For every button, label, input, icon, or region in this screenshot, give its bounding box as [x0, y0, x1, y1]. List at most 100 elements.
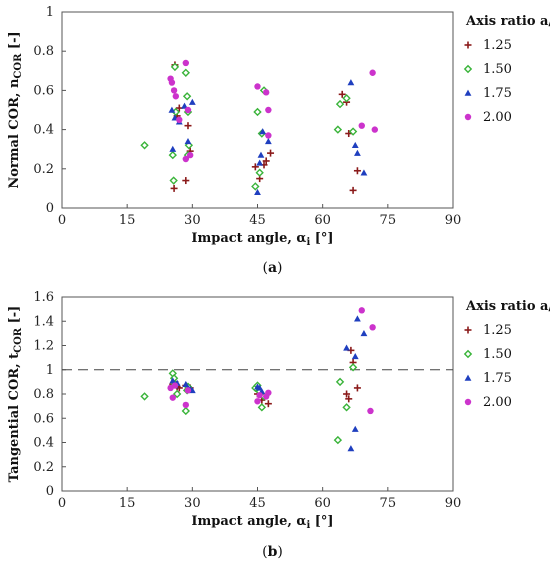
data-point — [184, 137, 192, 145]
data-point — [347, 79, 355, 86]
data-point — [172, 93, 180, 100]
x-tick-label: 60 — [314, 496, 331, 511]
data-point — [172, 389, 182, 399]
data-point — [182, 155, 190, 163]
data-point — [188, 98, 196, 105]
panel-caption: (b) — [262, 544, 283, 560]
data-point — [351, 141, 359, 148]
panel-caption-close: ) — [277, 544, 282, 560]
data-point — [264, 137, 272, 145]
y-axis-label-sub: COR — [13, 327, 24, 353]
x-axis-label-main: Impact angle, α — [191, 231, 306, 246]
panel-caption-letter: a — [268, 260, 277, 276]
data-point — [367, 407, 374, 415]
y-tick-label: 1.2 — [33, 339, 54, 354]
series-1.50 — [140, 363, 358, 445]
data-point — [265, 132, 272, 139]
y-tick-label: 0.4 — [33, 123, 54, 138]
data-point — [371, 126, 378, 133]
y-tick-label: 0 — [46, 201, 54, 216]
legend-label: 1.25 — [483, 323, 512, 338]
data-point — [354, 149, 361, 156]
data-point — [348, 363, 358, 372]
data-point — [335, 377, 345, 387]
y-axis-label-main: Normal COR, n — [7, 78, 22, 189]
legend-marker — [464, 89, 472, 96]
legend-marker — [463, 349, 473, 359]
legend-marker — [463, 64, 473, 74]
data-point — [265, 106, 272, 114]
x-tick-label: 30 — [184, 213, 201, 228]
y-axis-label-sub: COR — [13, 53, 24, 79]
data-point — [254, 188, 261, 196]
legend-label: 1.75 — [483, 371, 512, 386]
data-point — [169, 394, 176, 401]
data-point — [348, 127, 358, 136]
data-point — [181, 102, 188, 109]
y-axis-label-unit: [-] — [7, 31, 22, 53]
data-point — [140, 392, 149, 401]
data-point — [169, 145, 177, 152]
data-point — [265, 389, 272, 396]
data-point — [186, 151, 194, 159]
legend-marker — [464, 113, 472, 121]
data-point — [256, 159, 264, 166]
data-point — [184, 387, 192, 394]
y-tick-label: 0.8 — [33, 44, 54, 59]
x-tick-label: 45 — [249, 496, 266, 511]
data-point — [168, 79, 176, 86]
data-point — [184, 106, 192, 114]
data-point — [342, 403, 351, 412]
x-tick-label: 90 — [445, 213, 462, 228]
y-axis-label-main: Tangential COR, t — [7, 353, 22, 482]
x-axis-label-sub: i — [306, 520, 310, 531]
x-tick-label: 45 — [249, 213, 266, 228]
x-axis-label-main: Impact angle, α — [191, 514, 306, 529]
x-tick-label: 75 — [380, 496, 397, 511]
y-tick-label: 1 — [46, 363, 54, 378]
y-tick-label: 0.8 — [33, 387, 54, 402]
legend-label: 2.00 — [483, 395, 512, 410]
data-point — [351, 425, 359, 432]
data-point — [257, 403, 267, 412]
data-point — [351, 353, 359, 360]
x-tick-label: 0 — [58, 213, 66, 228]
data-point — [168, 106, 176, 113]
y-axis-label: Tangential COR, tCOR [-] — [7, 306, 24, 483]
y-tick-label: 0.6 — [33, 411, 54, 426]
y-axis-label-unit: [-] — [7, 306, 22, 328]
legend-label: 1.50 — [483, 62, 512, 77]
legend-title: Axis ratio a/b — [465, 14, 550, 29]
data-point — [343, 344, 350, 351]
legend: Axis ratio a/b 1.25 1.50 1.75 2.00 — [463, 299, 550, 410]
data-point — [342, 94, 351, 103]
data-point — [182, 59, 190, 67]
x-axis-label: Impact angle, αi [°] — [191, 514, 333, 531]
panel-caption-letter: b — [268, 544, 278, 560]
data-point — [168, 150, 177, 160]
data-point — [347, 445, 355, 452]
y-tick-label: 1.4 — [33, 314, 54, 329]
x-tick-label: 30 — [184, 496, 201, 511]
data-point — [253, 107, 262, 117]
x-axis-label-sub: i — [306, 237, 310, 248]
panel-caption-close: ) — [277, 260, 282, 276]
data-point — [171, 382, 179, 389]
data-point — [333, 125, 343, 134]
data-point — [254, 398, 261, 405]
chart-panel-a: 0 15 30 45 60 75 90 0 0.2 0.4 0.6 0.8 1 Impact angle,… — [7, 5, 550, 276]
x-axis-label-unit: [°] — [310, 514, 333, 529]
y-tick-label: 0.2 — [33, 162, 54, 177]
y-tick-label: 0.6 — [33, 83, 54, 98]
legend-title: Axis ratio a/b — [465, 299, 550, 314]
data-point — [170, 62, 180, 72]
data-point — [181, 68, 191, 77]
data-point — [181, 406, 191, 416]
legend-marker — [464, 398, 472, 406]
series-1.25 — [170, 61, 361, 194]
x-axis-label: Impact angle, αi [°] — [191, 231, 333, 248]
data-point — [169, 176, 178, 185]
x-tick-label: 60 — [314, 213, 331, 228]
legend-marker — [464, 374, 472, 381]
